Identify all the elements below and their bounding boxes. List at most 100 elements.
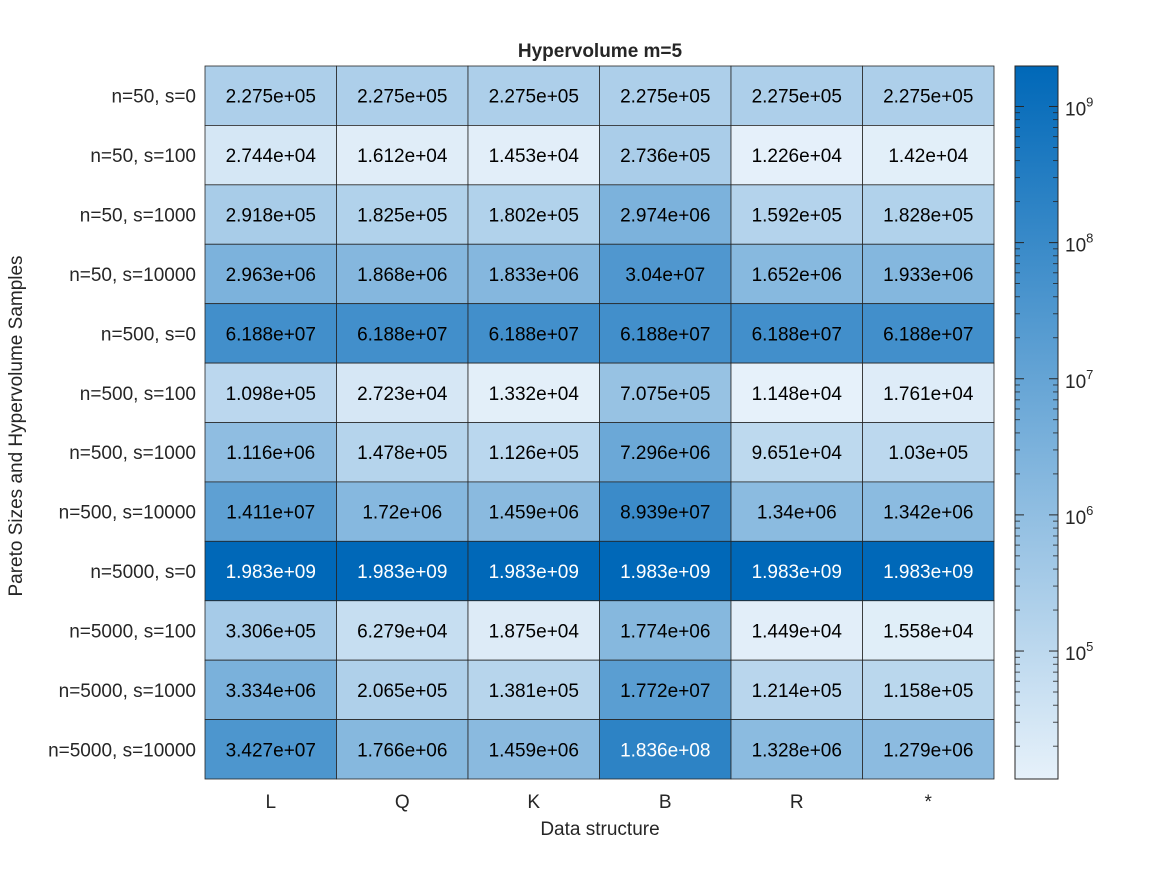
cell-value-label: 2.275e+05 [357,87,447,108]
cell-value-label: 1.03e+05 [888,443,968,464]
heatmap-cell [204,540,337,602]
heatmap-cell [599,659,732,720]
heatmap-cell [730,362,863,423]
heatmap-cells: 2.275e+05 2.275e+05 2.275e+05 2.275e+05 2.27… [204,65,995,780]
heatmap-cell [862,481,995,542]
heatmap-cell [730,184,863,245]
heatmap-cell [599,243,732,305]
heatmap-cell [862,243,995,305]
y-tick-label: n=50, s=10000 [69,265,196,286]
cell-value-label: 1.774e+06 [620,621,710,642]
colorbar-tick-label: 105 [1065,639,1093,665]
colorbar-tick-label: 106 [1065,503,1093,529]
x-tick-label: Q [395,792,410,813]
heatmap-cell [204,481,337,542]
x-tick-label: B [659,792,672,813]
cell-value-label: 7.075e+05 [620,384,710,405]
cell-value-label: 1.328e+06 [752,740,842,761]
cell-value-label: 1.836e+08 [620,740,710,761]
heatmap-cell [204,422,337,483]
heatmap-cell [204,184,337,245]
cell-value-label: 1.226e+04 [752,146,843,167]
heatmap-cell [467,65,600,126]
cell-value-label: 1.459e+06 [489,740,579,761]
heatmap-cell [467,540,600,602]
heatmap-cell [336,65,469,126]
heatmap-cell [862,65,995,126]
cell-value-label: 3.306e+05 [226,621,316,642]
heatmap-cell [730,243,863,305]
cell-value-label: 1.453e+04 [489,146,580,167]
cell-value-label: 1.802e+05 [489,206,579,227]
cell-value-label: 1.983e+09 [752,562,842,583]
heatmap-cell [730,65,863,126]
colorbar: 105 106 107 108 109 [1014,65,1093,780]
cell-value-label: 1.983e+09 [883,562,973,583]
heatmap-cell [467,422,600,483]
cell-value-label: 1.875e+04 [489,621,580,642]
cell-value-label: 2.744e+04 [226,146,317,167]
cell-value-label: 2.918e+05 [226,206,316,227]
cell-value-label: 3.334e+06 [226,681,316,702]
cell-value-label: 1.459e+06 [489,503,579,524]
cell-value-label: 7.296e+06 [620,443,710,464]
cell-value-label: 1.983e+09 [357,562,447,583]
x-tick-label: R [790,792,804,813]
cell-value-label: 1.148e+04 [752,384,843,405]
cell-value-label: 2.275e+05 [489,87,579,108]
x-tick-label: K [527,792,540,813]
cell-value-label: 3.04e+07 [625,265,705,286]
cell-value-label: 2.963e+06 [226,265,316,286]
cell-value-label: 1.34e+06 [757,503,837,524]
x-tick-label: * [925,792,933,813]
cell-value-label: 1.983e+09 [226,562,316,583]
cell-value-label: 2.275e+05 [883,87,973,108]
cell-value-label: 1.592e+05 [752,206,842,227]
x-axis-label: Data structure [540,819,659,840]
cell-value-label: 1.478e+05 [357,443,447,464]
heatmap-cell [599,422,732,483]
cell-value-label: 2.275e+05 [752,87,842,108]
x-tick-labels: L Q K B R * [265,792,932,813]
heatmap-cell [730,303,863,364]
heatmap-cell [204,719,337,780]
cell-value-label: 1.558e+04 [883,621,974,642]
heatmap-cell [336,125,469,186]
heatmap-cell [336,184,469,245]
cell-value-label: 3.427e+07 [226,740,316,761]
y-tick-label: n=5000, s=1000 [59,681,196,702]
heatmap-cell [467,243,600,305]
cell-value-label: 1.449e+04 [752,621,843,642]
heatmap-cell [204,362,337,423]
cell-value-label: 1.411e+07 [226,503,315,524]
heatmap-cell [599,184,732,245]
heatmap-cell [599,481,732,542]
heatmap-cell [599,65,732,126]
cell-value-label: 1.983e+09 [620,562,710,583]
y-tick-label: n=50, s=0 [111,87,196,108]
cell-value-label: 8.939e+07 [620,503,710,524]
y-axis-label: Pareto Sizes and Hypervolume Samples [6,255,27,596]
y-tick-label: n=50, s=1000 [80,206,196,227]
heatmap-cell [862,659,995,720]
heatmap-cell [862,422,995,483]
cell-value-label: 1.098e+05 [226,384,316,405]
cell-value-label: 2.065e+05 [357,681,447,702]
y-tick-label: n=500, s=100 [80,384,196,405]
cell-value-label: 1.766e+06 [357,740,447,761]
heatmap-cell [204,600,337,661]
cell-value-label: 6.188e+07 [357,324,447,345]
heatmap-cell [862,184,995,245]
heatmap-cell [336,422,469,483]
cell-value-label: 1.342e+06 [883,503,973,524]
heatmap-cell [730,600,863,661]
cell-value-label: 1.332e+04 [489,384,580,405]
heatmap-cell [467,600,600,661]
heatmap-cell [204,659,337,720]
colorbar-tick-label: 108 [1065,231,1093,257]
heatmap-cell [599,303,732,364]
heatmap-cell [730,481,863,542]
cell-value-label: 6.188e+07 [752,324,842,345]
heatmap-cell [862,303,995,364]
y-tick-label: n=500, s=10000 [59,503,196,524]
